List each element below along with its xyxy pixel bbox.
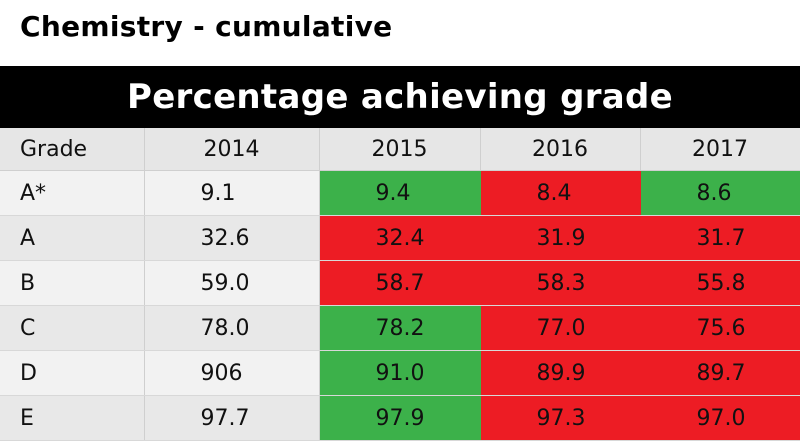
chart-title: Chemistry - cumulative [20,10,393,43]
column-header-2014: 2014 [144,128,320,171]
table-row: D 906 91.0 89.9 89.7 [0,350,800,396]
column-header-grade: Grade [0,128,145,171]
grade-table: Grade 2014 2015 2016 2017 A* 9.1 9.4 8.4 8.6… [0,128,800,441]
table-row: C 78.0 78.2 77.0 75.6 [0,305,800,351]
grade-cell: A* [0,170,145,216]
value-cell: 9.1 [144,170,320,216]
value-cell: 97.0 [640,395,800,441]
value-cell: 75.6 [640,305,800,351]
value-cell: 59.0 [144,260,320,306]
table-row: E 97.7 97.9 97.3 97.0 [0,395,800,441]
value-cell: 31.9 [480,215,641,261]
value-cell: 91.0 [319,350,481,396]
table-row: B 59.0 58.7 58.3 55.8 [0,260,800,306]
value-cell: 58.3 [480,260,641,306]
grade-cell: E [0,395,145,441]
value-cell: 8.4 [480,170,641,216]
value-cell: 906 [144,350,320,396]
value-cell: 78.0 [144,305,320,351]
value-cell: 31.7 [640,215,800,261]
table-row: A* 9.1 9.4 8.4 8.6 [0,170,800,216]
value-cell: 97.7 [144,395,320,441]
column-header-2016: 2016 [480,128,641,171]
value-cell: 77.0 [480,305,641,351]
value-cell: 8.6 [640,170,800,216]
grade-cell: C [0,305,145,351]
value-cell: 89.9 [480,350,641,396]
grade-cell: D [0,350,145,396]
value-cell: 89.7 [640,350,800,396]
column-header-2017: 2017 [640,128,800,171]
value-cell: 78.2 [319,305,481,351]
table-row: A 32.6 32.4 31.9 31.7 [0,215,800,261]
table-banner: Percentage achieving grade [0,66,800,128]
value-cell: 58.7 [319,260,481,306]
value-cell: 97.9 [319,395,481,441]
value-cell: 55.8 [640,260,800,306]
value-cell: 32.4 [319,215,481,261]
header-row: Grade 2014 2015 2016 2017 [0,128,800,171]
grade-cell: B [0,260,145,306]
value-cell: 32.6 [144,215,320,261]
grade-cell: A [0,215,145,261]
value-cell: 9.4 [319,170,481,216]
value-cell: 97.3 [480,395,641,441]
column-header-2015: 2015 [319,128,481,171]
